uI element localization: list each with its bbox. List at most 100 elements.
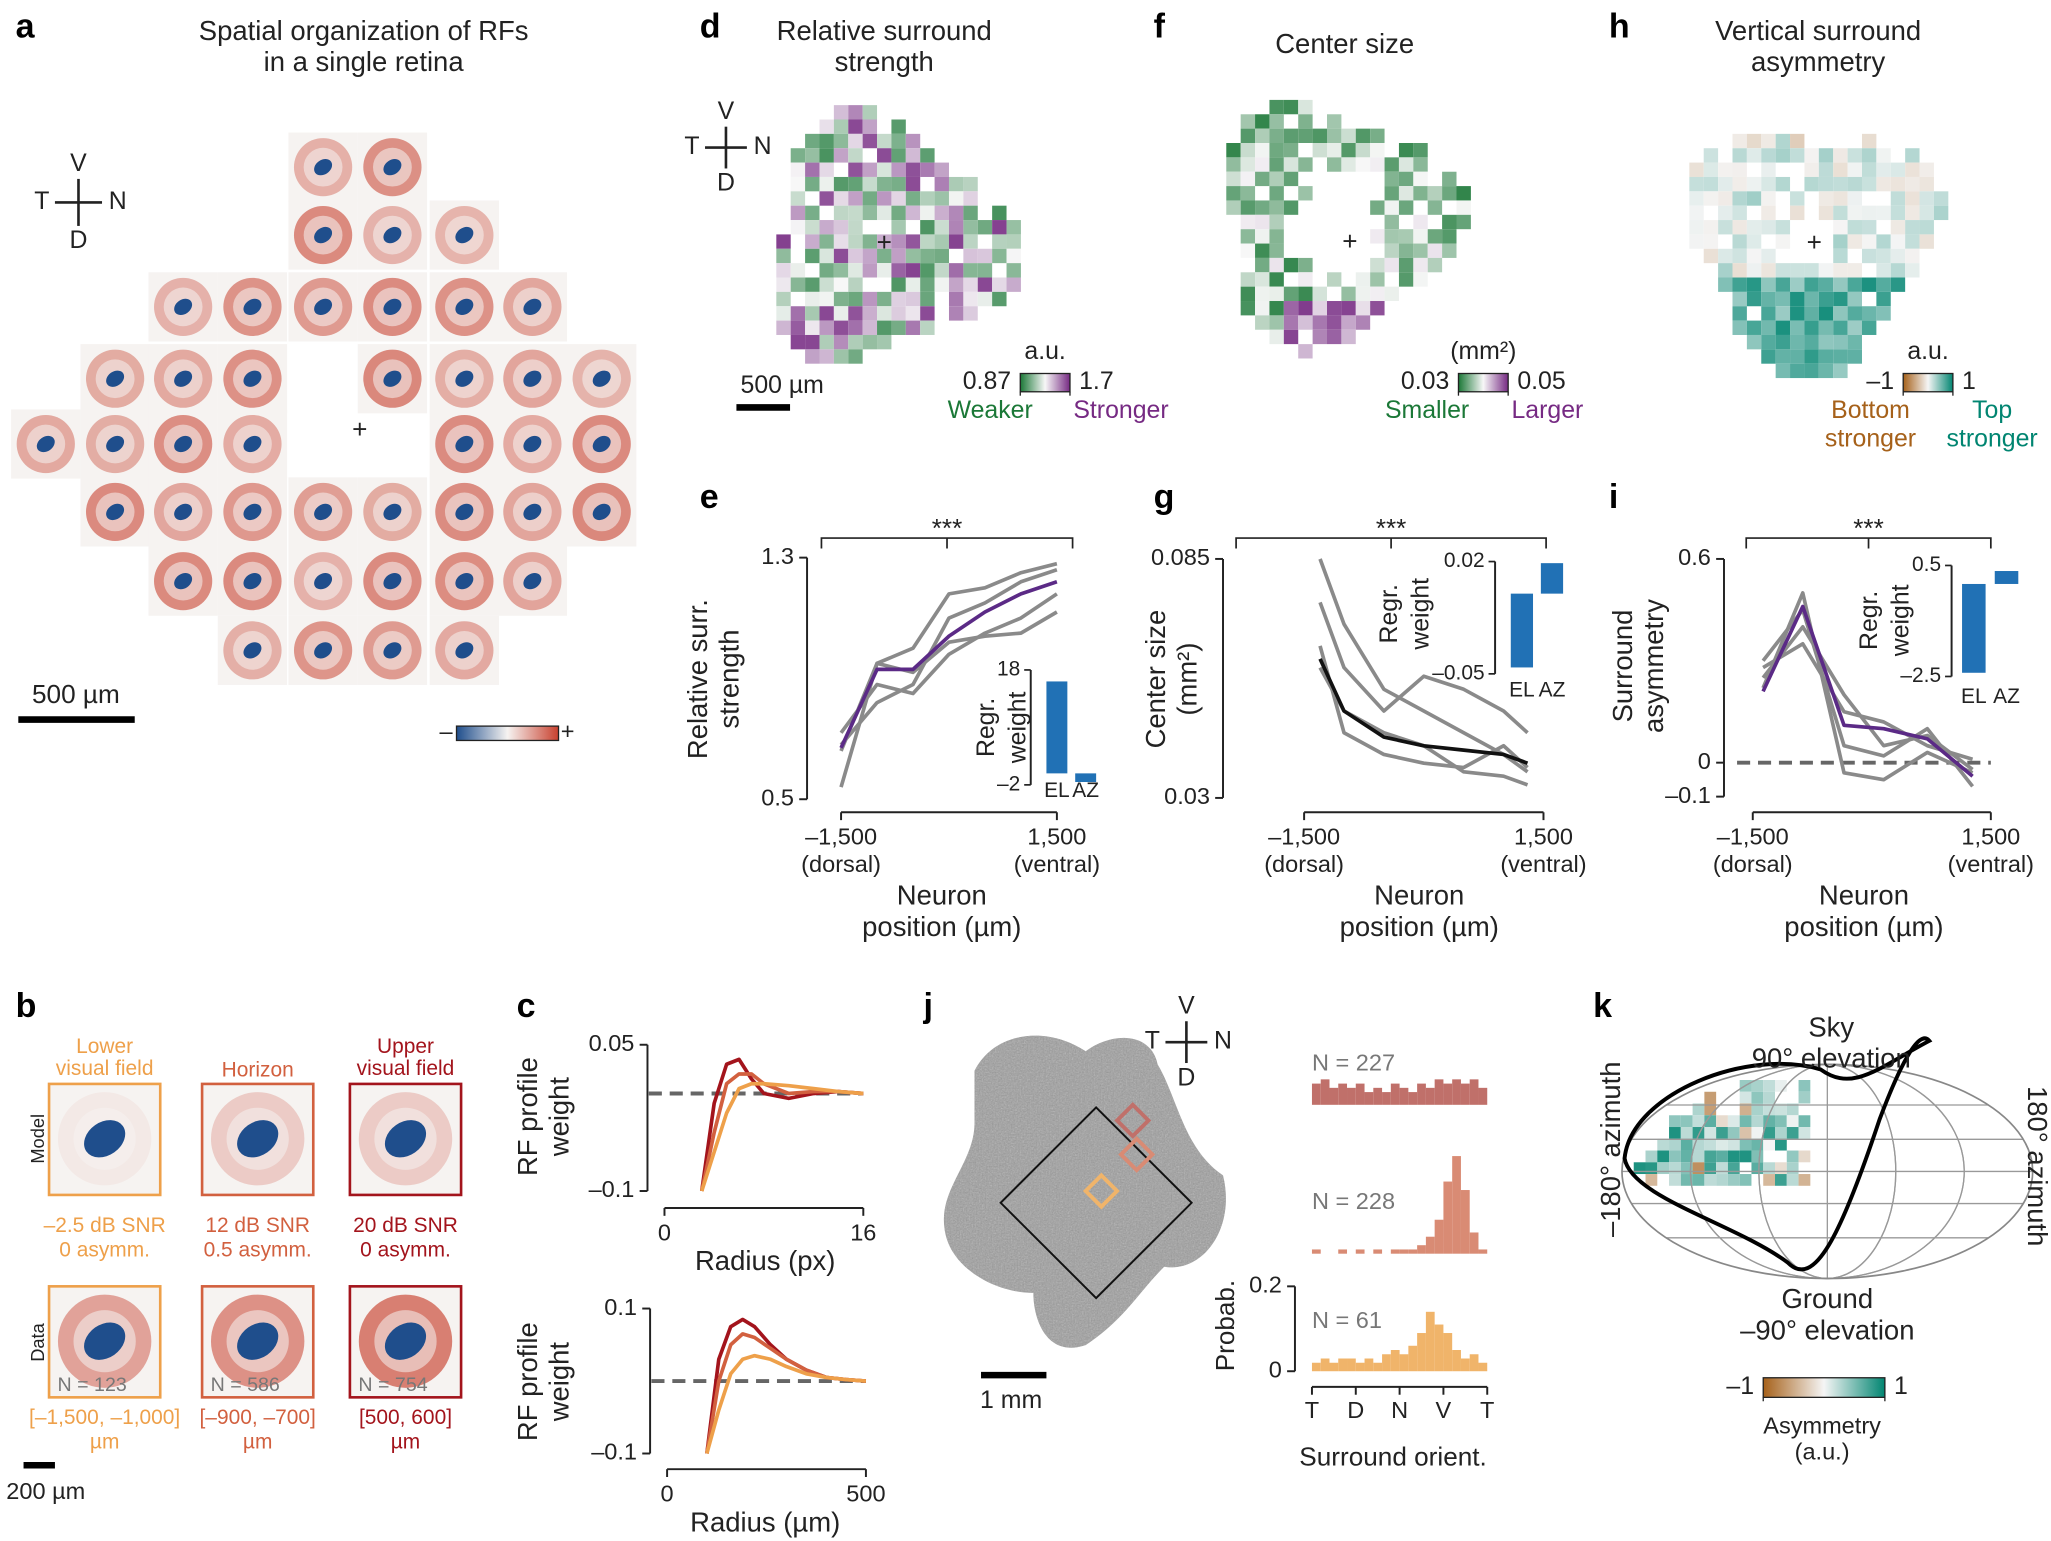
heatmap-cell [877,234,892,249]
heatmap-cell [948,191,964,206]
map-cell [1763,1103,1776,1116]
map-cell [1763,1080,1776,1092]
label: D [70,227,88,254]
heatmap-cell [1413,157,1428,172]
y-tick-label: 1.3 [761,543,794,569]
label: strength [713,630,744,729]
label: weight [543,1077,574,1158]
x-tick-note: (ventral) [1014,851,1100,877]
heatmap-cell [1847,277,1862,292]
map-cell [1669,1138,1681,1151]
heatmap-cell [1790,306,1805,321]
inset-category: EL [1509,678,1535,701]
heatmap-cell [1861,176,1877,192]
map-cell [1798,1091,1811,1104]
heatmap-cell [1413,186,1428,201]
heatmap-cell [833,248,849,264]
heatmap-cell [805,334,820,350]
heatmap-cell [1790,349,1805,364]
heatmap-cell [833,234,849,249]
heatmap-cell [1370,257,1385,273]
heatmap-cell [1226,200,1241,215]
heatmap-cell [1398,229,1414,244]
heatmap-cell [977,277,993,292]
series-line [705,1332,867,1454]
heatmap-cell [1298,301,1313,316]
heatmap-cell [934,277,949,292]
heatmap-cell [862,176,878,192]
y-tick-label: –0.1 [591,1439,637,1465]
y-tick-label: 0.6 [1678,544,1711,570]
map-cell [1739,1115,1752,1128]
map-cell [1716,1150,1728,1163]
label: µm [243,1431,272,1454]
heatmap-cell [1818,148,1834,163]
map-cell [1669,1127,1681,1139]
heatmap-cell [877,176,892,192]
label: Vertical surround [1715,15,1921,46]
map-cell [1645,1174,1658,1186]
rf-center [523,503,542,521]
heatmap-cell [848,205,863,221]
label: [–1,500, –1,000] [29,1406,180,1429]
heatmap-cell [1905,220,1920,235]
heatmap-cell [1240,142,1256,158]
map-cell [1775,1080,1787,1092]
y-tick-label: 0 [1269,1356,1282,1382]
panel-letter: i [1609,478,1618,516]
heatmap-cell [1890,191,1906,206]
heatmap-cell [1456,186,1471,201]
heatmap-cell [1689,162,1704,177]
heatmap-cell [1833,291,1848,307]
heatmap-cell [1355,286,1371,302]
heatmap-cell [1890,205,1906,221]
heatmap-cell [1413,142,1428,158]
heatmap-cell [805,176,820,192]
map-cell [1704,1103,1717,1116]
significance: *** [932,513,963,543]
heatmap-cell [1327,301,1342,316]
heatmap-cell [1876,306,1891,321]
heatmap-cell [977,263,993,278]
heatmap-cell [1876,291,1891,307]
significance-bracket [1745,537,1992,549]
heatmap-cell [905,148,921,163]
heatmap-cell [891,320,906,335]
heatmap-cell [1746,320,1762,335]
heatmap-cell [1283,200,1299,215]
heatmap-cell [1876,234,1891,249]
histogram-bar [1329,1362,1339,1372]
heatmap-cell [1775,263,1791,278]
heatmap-cell [1833,234,1848,249]
heatmap-cell [963,248,978,264]
rf-center [383,642,402,659]
heatmap-cell [920,248,935,264]
heatmap-cell [1818,205,1834,221]
heatmap-cell [1298,286,1313,302]
label: Lower [76,1035,133,1058]
map-cell [1669,1162,1681,1175]
heatmap-cell [1876,205,1891,221]
map-cell [1751,1150,1764,1163]
heatmap-cell [805,234,820,249]
heatmap-cell [848,162,863,177]
label: Probab. [1210,1280,1240,1371]
histogram-bar [1311,1249,1321,1254]
image-frame [348,1082,463,1197]
rf-center [455,572,474,590]
heatmap-cell [1746,148,1762,163]
heatmap-cell [1341,128,1356,143]
heatmap-cell [905,191,921,206]
heatmap-cell [1790,133,1805,149]
heatmap-cell [977,291,993,307]
heatmap-cell [1255,229,1270,244]
panel-letter: j [922,987,932,1025]
histogram-bar [1434,1219,1444,1254]
heatmap-cell [1226,171,1241,187]
heatmap-cell [1298,99,1313,115]
map-cell [1751,1091,1764,1104]
heatmap-cell [877,205,892,221]
map-cell [1739,1174,1752,1186]
heatmap-cell [1355,142,1371,158]
x-tick-label: 500 [846,1481,885,1507]
